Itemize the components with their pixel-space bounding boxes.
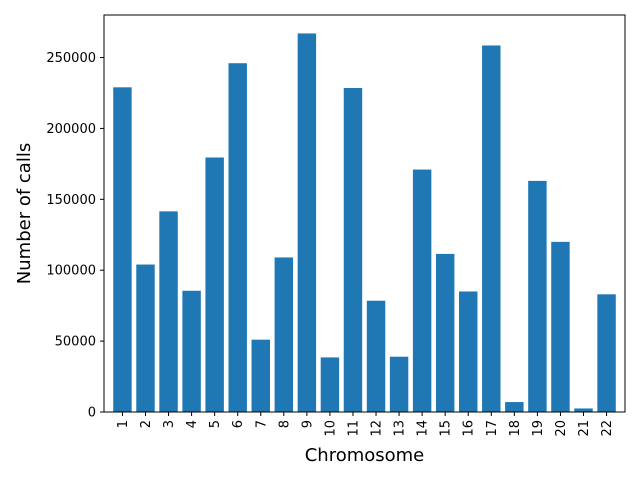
x-axis-label: Chromosome <box>305 445 425 466</box>
y-tick-label: 50000 <box>55 335 96 350</box>
y-tick-label: 250000 <box>46 51 96 66</box>
y-tick-label: 200000 <box>46 122 96 137</box>
y-tick-label: 0 <box>88 406 96 421</box>
x-tick-label: 2 <box>139 420 154 428</box>
bar-chromosome-5 <box>205 157 224 412</box>
bar-chromosome-9 <box>297 33 317 413</box>
bar-chromosome-1 <box>113 87 132 412</box>
x-tick-label: 12 <box>370 420 385 437</box>
plot-frame <box>103 14 626 413</box>
x-tick-label: 18 <box>508 420 523 437</box>
x-tick-label: 17 <box>485 420 500 437</box>
bar-chromosome-20 <box>551 241 570 412</box>
x-tick-label: 22 <box>600 420 615 437</box>
x-tick-label: 8 <box>277 420 292 428</box>
bar-chromosome-18 <box>505 402 524 412</box>
bar-chromosome-11 <box>343 88 363 413</box>
x-tick-label: 21 <box>577 420 592 437</box>
bar-chromosome-22 <box>597 294 616 412</box>
x-tick-label: 1 <box>116 420 131 428</box>
x-tick-label: 13 <box>393 420 408 437</box>
bar-chromosome-14 <box>412 169 432 412</box>
x-tick-label: 11 <box>346 420 361 437</box>
bar-chromosome-16 <box>459 291 478 412</box>
bar-chromosome-13 <box>389 356 409 412</box>
bars-group <box>113 33 616 413</box>
bar-chromosome-21 <box>574 408 593 412</box>
x-tick-label: 9 <box>300 420 315 428</box>
bar-chromosome-17 <box>482 45 501 412</box>
x-tick-label: 7 <box>254 420 269 428</box>
bar-chromosome-4 <box>182 290 201 412</box>
bar-chromosome-10 <box>320 357 340 412</box>
bar-chromosome-19 <box>528 180 547 412</box>
x-tick-label: 5 <box>208 420 223 428</box>
x-tick-label: 16 <box>462 420 477 437</box>
x-tick-label: 3 <box>162 420 177 428</box>
y-tick-label: 150000 <box>46 193 96 208</box>
x-axis-ticks: 1 2 3 4 5 6 7 8 9 10 11 12 13 14 15 16 17 18 19 20 21 22 <box>116 412 615 437</box>
x-tick-label: 10 <box>323 420 338 437</box>
y-axis-label: Number of calls <box>14 143 35 284</box>
bar-chromosome-15 <box>435 253 455 412</box>
y-tick-label: 100000 <box>46 264 96 279</box>
x-tick-label: 15 <box>439 420 454 437</box>
x-tick-label: 4 <box>185 420 200 428</box>
x-tick-label: 14 <box>416 420 431 437</box>
bar-chromosome-7 <box>251 339 270 412</box>
bar-chromosome-2 <box>136 264 155 412</box>
x-tick-label: 19 <box>531 420 546 437</box>
bar-chromosome-12 <box>366 300 386 412</box>
x-tick-label: 20 <box>554 420 569 437</box>
x-tick-label: 6 <box>231 420 246 428</box>
bar-chromosome-8 <box>274 257 294 412</box>
bar-chromosome-3 <box>159 211 178 412</box>
y-axis-ticks: 0 50000 100000 150000 200000 250000 <box>46 51 104 421</box>
bar-chromosome-6 <box>228 63 247 413</box>
